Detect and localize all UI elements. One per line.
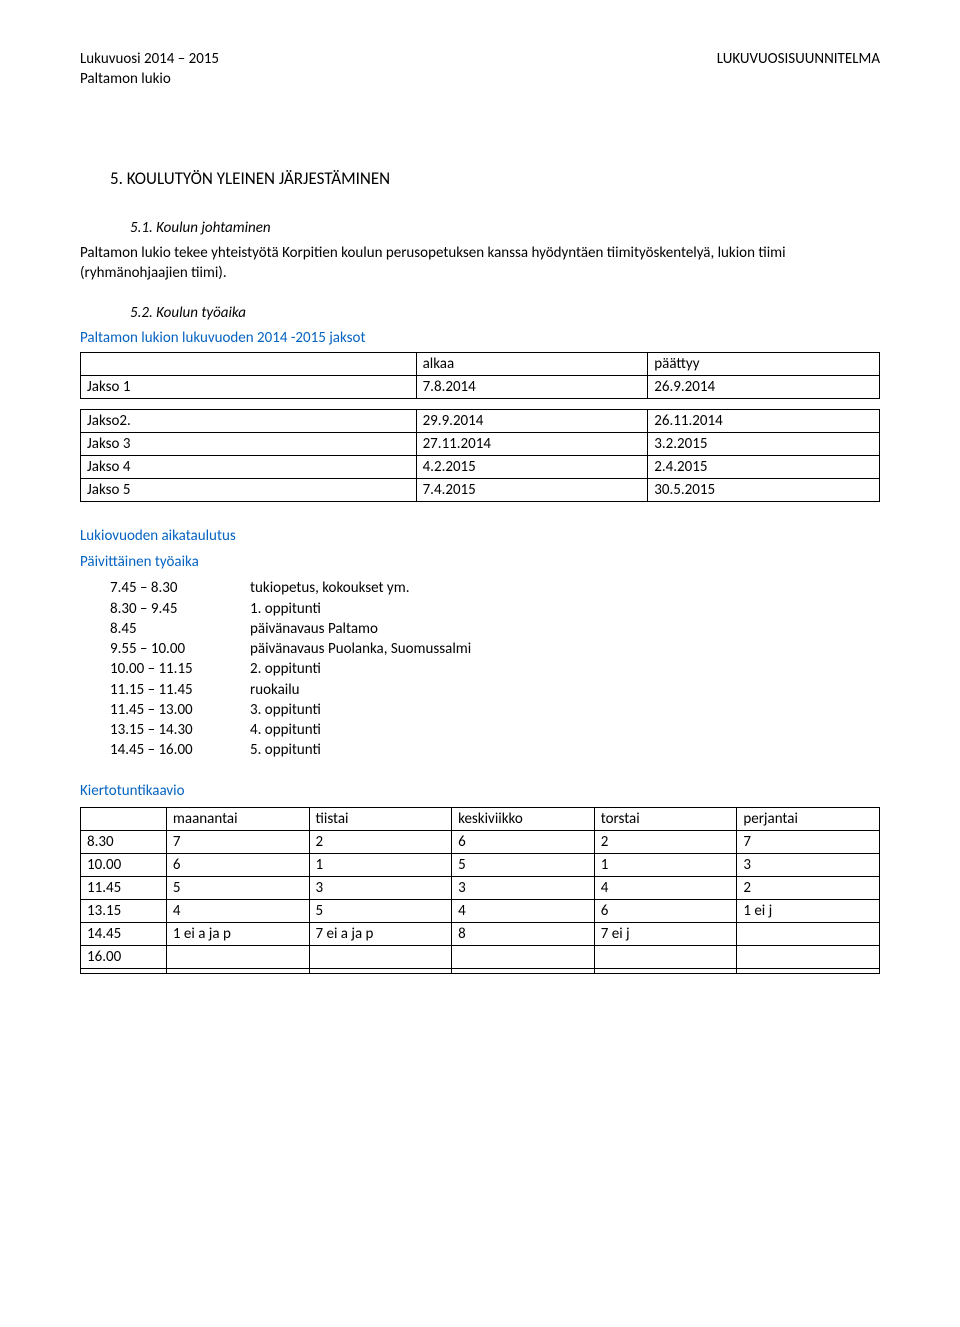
- schedule-desc: 3. oppitunti: [250, 700, 321, 720]
- schedule-desc: päivänavaus Puolanka, Suomussalmi: [250, 639, 471, 659]
- cell: 29.9.2014: [416, 409, 648, 432]
- section-5-1-heading: 5.1. Koulun johtaminen: [130, 219, 880, 237]
- cell: 3: [309, 876, 452, 899]
- section-5-heading: 5. KOULUTYÖN YLEINEN JÄRJESTÄMINEN: [110, 168, 880, 189]
- cell: 27.11.2014: [416, 432, 648, 455]
- cell: 6: [452, 830, 595, 853]
- schedule-desc: 5. oppitunti: [250, 740, 321, 760]
- cell: 6: [166, 853, 309, 876]
- cell: [166, 968, 309, 973]
- cell: 7.4.2015: [416, 478, 648, 501]
- cell: 4.2.2015: [416, 455, 648, 478]
- cell: 11.45: [81, 876, 167, 899]
- cell: 2.4.2015: [648, 455, 880, 478]
- cell: 5: [452, 853, 595, 876]
- schedule-time: 14.45 – 16.00: [110, 740, 250, 760]
- schedule-desc: tukiopetus, kokoukset ym.: [250, 578, 409, 598]
- cell: [81, 807, 167, 830]
- cell: 7: [737, 830, 880, 853]
- cell: 1 ei j: [737, 899, 880, 922]
- header-left-line1: Lukuvuosi 2014 – 2015: [80, 50, 219, 68]
- paivittainen-tyoaika-heading: Päivittäinen työaika: [80, 552, 880, 572]
- aikataulutus-heading: Lukiovuoden aikataulutus: [80, 526, 880, 546]
- cell: 7 ei a ja p: [309, 922, 452, 945]
- cell: 1 ei a ja p: [166, 922, 309, 945]
- cell: Jakso 4: [81, 455, 417, 478]
- jakso-table-2: Jakso2. 29.9.2014 26.11.2014 Jakso 3 27.…: [80, 409, 880, 502]
- cell: 26.9.2014: [648, 375, 880, 398]
- jaksot-link: Paltamon lukion lukuvuoden 2014 -2015 ja…: [80, 328, 880, 348]
- cell: perjantai: [737, 807, 880, 830]
- cell: 5: [309, 899, 452, 922]
- schedule-time: 11.15 – 11.45: [110, 680, 250, 700]
- cell: 4: [166, 899, 309, 922]
- section-5-1-body: Paltamon lukio tekee yhteistyötä Korpiti…: [80, 243, 880, 284]
- schedule-time: 11.45 – 13.00: [110, 700, 250, 720]
- kiertotuntikaavio-table: maanantai tiistai keskiviikko torstai pe…: [80, 807, 880, 974]
- jakso-table-1: alkaa päättyy Jakso 1 7.8.2014 26.9.2014: [80, 352, 880, 399]
- cell: keskiviikko: [452, 807, 595, 830]
- cell: [81, 352, 417, 375]
- cell: 8: [452, 922, 595, 945]
- header-left-line2: Paltamon lukio: [80, 70, 880, 88]
- cell: 5: [166, 876, 309, 899]
- cell: 2: [309, 830, 452, 853]
- cell: 10.00: [81, 853, 167, 876]
- cell: 6: [594, 899, 737, 922]
- cell: Jakso 1: [81, 375, 417, 398]
- schedule-time: 8.30 – 9.45: [110, 599, 250, 619]
- cell: alkaa: [416, 352, 648, 375]
- schedule-desc: päivänavaus Paltamo: [250, 619, 378, 639]
- cell: [452, 945, 595, 968]
- cell: Jakso2.: [81, 409, 417, 432]
- cell: 2: [594, 830, 737, 853]
- schedule-desc: 2. oppitunti: [250, 659, 321, 679]
- cell: [737, 945, 880, 968]
- schedule-time: 7.45 – 8.30: [110, 578, 250, 598]
- schedule-desc: 1. oppitunti: [250, 599, 321, 619]
- cell: tiistai: [309, 807, 452, 830]
- cell: 1: [309, 853, 452, 876]
- cell: 2: [737, 876, 880, 899]
- cell: Jakso 3: [81, 432, 417, 455]
- cell: 3.2.2015: [648, 432, 880, 455]
- cell: maanantai: [166, 807, 309, 830]
- schedule-desc: ruokailu: [250, 680, 300, 700]
- cell: 3: [737, 853, 880, 876]
- schedule-list: 7.45 – 8.30tukiopetus, kokoukset ym. 8.3…: [110, 578, 880, 760]
- schedule-time: 13.15 – 14.30: [110, 720, 250, 740]
- schedule-time: 10.00 – 11.15: [110, 659, 250, 679]
- cell: [81, 968, 167, 973]
- schedule-time: 8.45: [110, 619, 250, 639]
- cell: [309, 945, 452, 968]
- section-5-2-heading: 5.2. Koulun työaika: [130, 304, 880, 322]
- cell: [452, 968, 595, 973]
- cell: [594, 968, 737, 973]
- cell: päättyy: [648, 352, 880, 375]
- schedule-time: 9.55 – 10.00: [110, 639, 250, 659]
- schedule-desc: 4. oppitunti: [250, 720, 321, 740]
- cell: 3: [452, 876, 595, 899]
- cell: [737, 968, 880, 973]
- cell: 7 ei j: [594, 922, 737, 945]
- cell: [309, 968, 452, 973]
- cell: Jakso 5: [81, 478, 417, 501]
- cell: torstai: [594, 807, 737, 830]
- cell: [737, 922, 880, 945]
- cell: 1: [594, 853, 737, 876]
- cell: 14.45: [81, 922, 167, 945]
- cell: 13.15: [81, 899, 167, 922]
- cell: 8.30: [81, 830, 167, 853]
- cell: 7: [166, 830, 309, 853]
- cell: 7.8.2014: [416, 375, 648, 398]
- kiertotuntikaavio-heading: Kiertotuntikaavio: [80, 781, 880, 801]
- cell: 4: [452, 899, 595, 922]
- cell: 16.00: [81, 945, 167, 968]
- cell: [166, 945, 309, 968]
- cell: [594, 945, 737, 968]
- cell: 4: [594, 876, 737, 899]
- header-right-line1: LUKUVUOSISUUNNITELMA: [717, 50, 880, 68]
- cell: 26.11.2014: [648, 409, 880, 432]
- cell: 30.5.2015: [648, 478, 880, 501]
